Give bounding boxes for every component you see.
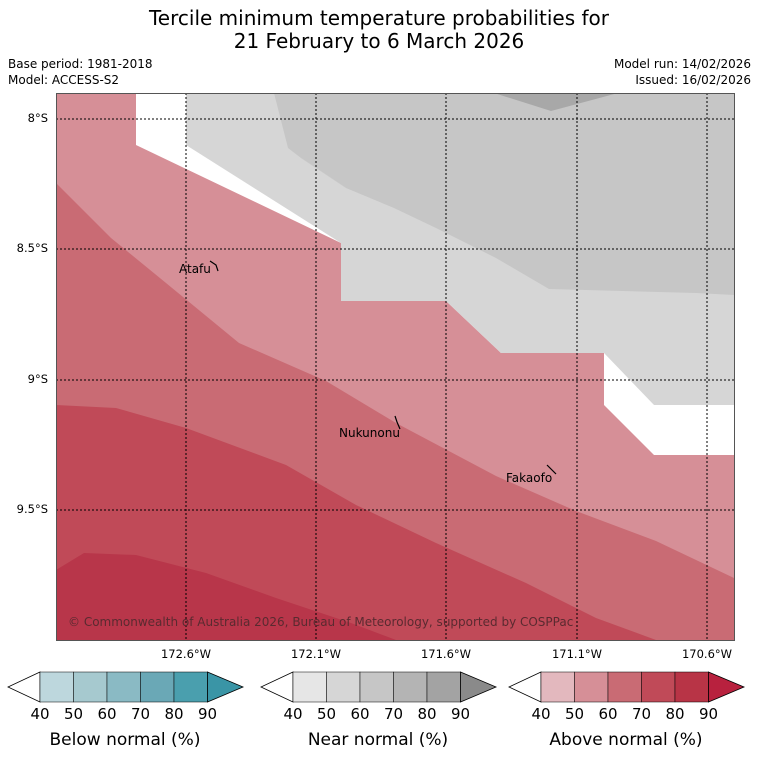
below-colorbar-tick: 80 (164, 705, 184, 723)
lon-label-171-6w: 171.6°W (420, 647, 472, 661)
chart-title-line1: Tercile minimum temperature probabilitie… (148, 6, 610, 30)
lat-label-8s: 8°S (27, 111, 48, 125)
near-colorbar-tick: 50 (316, 705, 337, 723)
colorbar-below-title: Below normal (%) (49, 730, 201, 750)
colorbar-below-normal (7, 671, 245, 703)
above-colorbar-low-extension (508, 671, 542, 703)
chart-title-line2: 21 February to 6 March 2026 (233, 29, 525, 53)
base-period: Base period: 1981-2018 (8, 57, 153, 71)
above-colorbar-tick: 90 (698, 705, 719, 723)
map-copyright: © Commonwealth of Australia 2026, Bureau… (68, 615, 573, 629)
lon-label-172-6w: 172.6°W (160, 647, 212, 661)
below-colorbar-tick: 70 (130, 705, 151, 723)
model-name: Model: ACCESS-S2 (8, 73, 120, 87)
above-colorbar-tick: 40 (531, 705, 551, 723)
below-colorbar-segment (140, 671, 175, 703)
below-colorbar-tick: 60 (97, 705, 117, 723)
colorbar-above-normal (508, 671, 746, 703)
near-colorbar-segment (326, 671, 361, 703)
below-colorbar-segment (73, 671, 108, 703)
colorbar-near-normal (260, 671, 498, 703)
lon-label-171-1w: 171.1°W (551, 647, 603, 661)
colorbar-above-title: Above normal (%) (549, 730, 703, 750)
near-colorbar-segment (359, 671, 394, 703)
near-colorbar-low-extension (260, 671, 294, 703)
place-label-fakaofo: Fakaofo (506, 471, 552, 485)
near-colorbar-tick: 40 (283, 705, 303, 723)
near-colorbar-tick: 80 (417, 705, 437, 723)
map-gridlines (56, 93, 734, 640)
below-colorbar-segment (173, 671, 208, 703)
above-normal-80 (56, 553, 396, 640)
place-label-nukunonu: Nukunonu (339, 426, 400, 440)
above-colorbar-segment (540, 671, 575, 703)
lon-label-170-6w: 170.6°W (681, 647, 733, 661)
near-colorbar-segment (393, 671, 428, 703)
below-colorbar-high-extension (207, 671, 245, 703)
colorbar-near-title: Near normal (%) (307, 730, 449, 750)
near-normal-70 (494, 93, 618, 111)
issued-date: Issued: 16/02/2026 (635, 73, 751, 87)
above-colorbar-segment (641, 671, 676, 703)
below-colorbar-low-extension (7, 671, 41, 703)
atafu-island-outline (209, 260, 219, 272)
model-run: Model run: 14/02/2026 (613, 57, 751, 71)
above-colorbar-tick: 60 (598, 705, 618, 723)
near-colorbar-tick: 70 (383, 705, 404, 723)
below-colorbar-tick: 40 (30, 705, 50, 723)
above-colorbar-tick: 80 (665, 705, 685, 723)
above-colorbar-segment (574, 671, 609, 703)
below-colorbar-tick: 50 (63, 705, 84, 723)
below-colorbar-tick: 90 (197, 705, 218, 723)
lat-label-8-5s: 8.5°S (16, 241, 48, 255)
near-normal-60 (274, 93, 734, 295)
fakaofo-island-outline (546, 464, 557, 475)
lat-label-9-5s: 9.5°S (16, 502, 48, 516)
lon-label-172-1w: 172.1°W (290, 647, 342, 661)
below-colorbar-segment (106, 671, 141, 703)
above-colorbar-high-extension (708, 671, 746, 703)
above-colorbar-segment (607, 671, 642, 703)
nukunonu-island-outline (394, 415, 401, 430)
probability-map: Atafu Nukunonu Fakaofo © Commonwealth of… (56, 93, 734, 640)
above-colorbar-tick: 70 (631, 705, 652, 723)
near-colorbar-tick: 60 (350, 705, 370, 723)
above-colorbar-segment (674, 671, 709, 703)
near-colorbar-tick: 90 (450, 705, 471, 723)
lat-label-9s: 9°S (27, 372, 48, 386)
near-colorbar-segment (426, 671, 461, 703)
above-colorbar-tick: 50 (564, 705, 585, 723)
place-label-atafu: Atafu (179, 262, 211, 276)
below-colorbar-segment (39, 671, 74, 703)
near-colorbar-high-extension (460, 671, 498, 703)
near-colorbar-segment (292, 671, 327, 703)
